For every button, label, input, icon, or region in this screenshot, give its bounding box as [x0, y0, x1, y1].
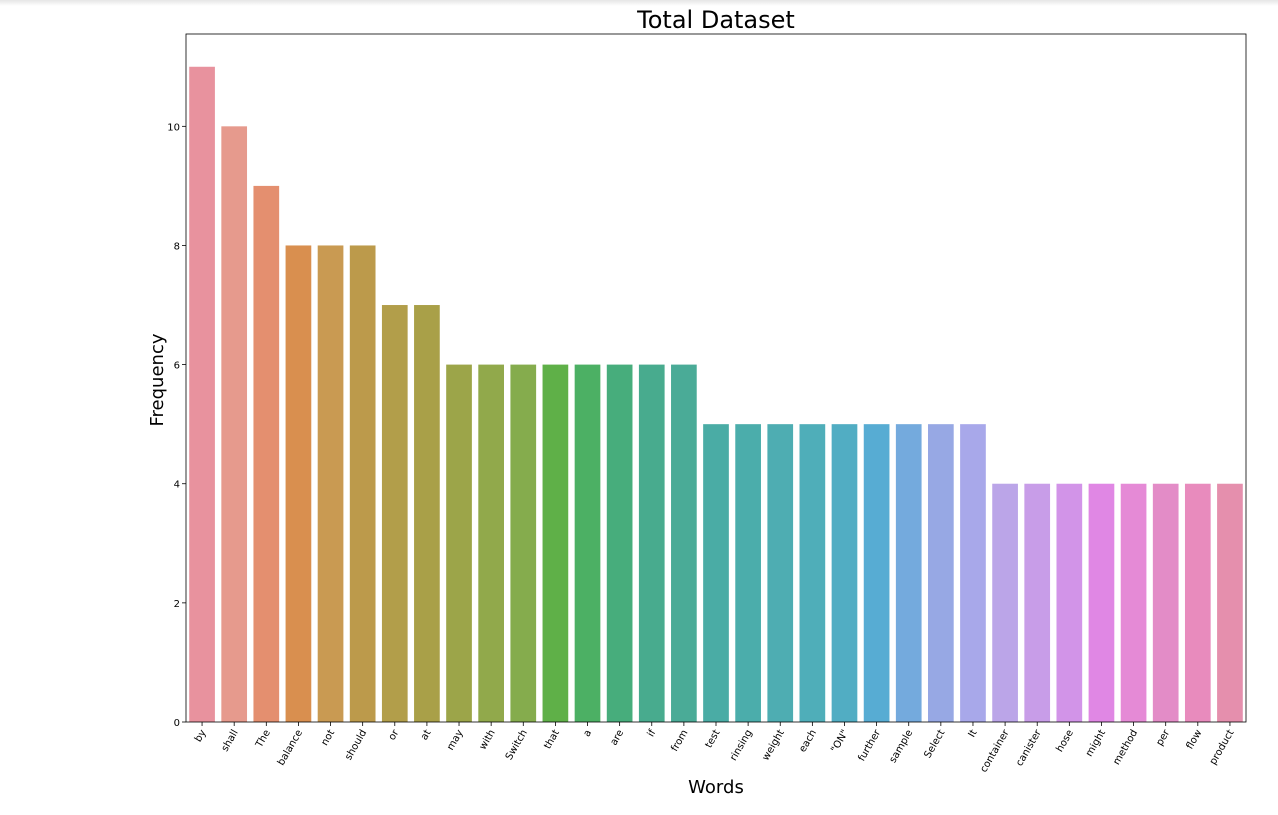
- bar-1: [221, 126, 248, 723]
- x-tick-label: balance: [276, 728, 305, 768]
- x-tick-label: at: [419, 728, 434, 742]
- x-tick-label: by: [193, 728, 209, 744]
- bar-13: [606, 364, 633, 722]
- bar-17: [735, 424, 761, 722]
- bar-26: [1024, 483, 1051, 722]
- bar-0: [189, 66, 215, 722]
- bar-20: [831, 424, 858, 722]
- y-tick-label: 10: [167, 122, 180, 133]
- x-tick-label: hose: [1054, 728, 1075, 754]
- bar-5: [349, 245, 376, 722]
- x-tick-label: not: [319, 728, 337, 748]
- x-tick-label: should: [343, 728, 369, 762]
- x-tick-label: product: [1208, 728, 1237, 767]
- bar-3: [285, 245, 312, 722]
- bar-12: [574, 364, 601, 722]
- x-axis-title: Words: [688, 777, 744, 798]
- x-tick-label: if: [646, 728, 659, 739]
- bar-21: [863, 424, 890, 722]
- bar-9: [478, 364, 504, 722]
- bar-30: [1152, 483, 1179, 722]
- x-tick-label: that: [542, 728, 562, 751]
- x-tick-label: each: [797, 728, 819, 754]
- bar-32: [1217, 483, 1243, 722]
- x-tick-label: "ON": [829, 728, 851, 755]
- x-tick-label: rinsing: [728, 728, 754, 763]
- bar-7: [414, 305, 440, 722]
- y-tick-label: 6: [174, 361, 180, 372]
- bar-19: [799, 424, 826, 722]
- bar-8: [446, 364, 472, 722]
- bar-27: [1056, 483, 1083, 722]
- x-tick-label: It: [967, 728, 980, 740]
- x-tick-label: The: [254, 728, 273, 750]
- x-axis-ticks: by shall The balance not should or at may with Swi…: [193, 722, 1237, 775]
- y-tick-label: 0: [174, 718, 180, 729]
- x-tick-label: shall: [220, 728, 241, 754]
- bar-4: [317, 245, 344, 722]
- bar-22: [895, 424, 922, 722]
- top-edge-shadow: [0, 0, 1278, 6]
- y-axis-ticks: 0 2 4 6 8 10: [167, 122, 186, 729]
- x-tick-label: sample: [888, 728, 916, 765]
- bars-group: [189, 66, 1243, 723]
- bar-11: [542, 364, 569, 722]
- bar-23: [928, 424, 954, 722]
- x-tick-label: weight: [760, 728, 786, 763]
- x-tick-label: Select: [922, 728, 947, 760]
- y-axis-title: Frequency: [147, 333, 168, 426]
- x-tick-label: might: [1084, 728, 1108, 759]
- bar-14: [638, 364, 665, 722]
- x-tick-label: from: [669, 728, 690, 754]
- y-tick-label: 8: [174, 241, 180, 252]
- bar-16: [703, 424, 729, 722]
- bar-24: [960, 424, 986, 722]
- x-tick-label: canister: [1014, 727, 1044, 768]
- bar-29: [1120, 483, 1147, 722]
- chart-title: Total Dataset: [636, 6, 795, 34]
- bar-25: [992, 483, 1018, 722]
- x-tick-label: Switch: [504, 728, 530, 762]
- x-tick-label: container: [978, 727, 1012, 774]
- x-tick-label: may: [445, 728, 465, 752]
- bar-18: [767, 424, 794, 722]
- y-tick-label: 2: [174, 599, 180, 610]
- x-tick-label: method: [1111, 728, 1140, 767]
- bar-31: [1184, 483, 1211, 722]
- x-tick-label: further: [856, 727, 883, 763]
- bar-10: [510, 364, 537, 722]
- x-tick-label: per: [1154, 727, 1172, 748]
- x-tick-label: or: [387, 727, 402, 742]
- x-tick-label: test: [703, 728, 722, 750]
- bar-6: [381, 305, 408, 722]
- x-tick-label: a: [582, 728, 595, 739]
- x-tick-label: are: [609, 728, 627, 748]
- y-tick-label: 4: [174, 480, 180, 491]
- x-tick-label: flow: [1185, 728, 1205, 751]
- x-tick-label: with: [478, 728, 498, 752]
- bar-2: [253, 185, 280, 722]
- bar-15: [671, 364, 697, 722]
- bar-28: [1088, 483, 1115, 722]
